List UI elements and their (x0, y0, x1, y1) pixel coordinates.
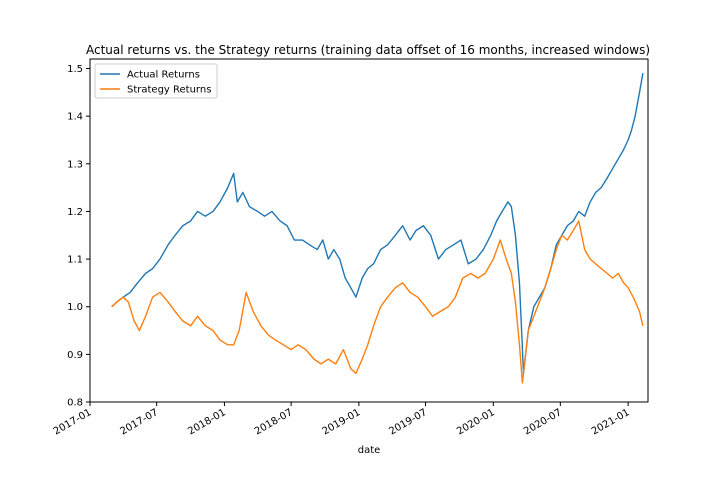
y-tick-label: 1.0 (67, 302, 83, 313)
y-axis: 0.8 0.9 1.0 1.1 1.2 1.3 1.4 1.5 (67, 64, 90, 409)
x-axis-label: date (358, 445, 381, 456)
x-tick-label: 2020-07 (522, 407, 564, 437)
axes-frame (89, 58, 649, 403)
chart-title: Actual returns vs. the Strategy returns … (86, 43, 650, 57)
x-tick-label: 2021-01 (590, 407, 632, 437)
x-tick-label: 2019-01 (321, 407, 363, 437)
x-tick-label: 2017-01 (52, 407, 94, 437)
x-tick-label: 2017-07 (118, 407, 160, 437)
y-tick-label: 1.2 (67, 207, 83, 218)
legend-label-1: Strategy Returns (127, 85, 211, 96)
x-axis: 2017-01 2017-07 2018-01 2018-07 2019-01 2019-… (52, 402, 632, 437)
legend: Actual Returns Strategy Returns (94, 63, 218, 99)
y-tick-label: 1.4 (67, 112, 83, 123)
x-tick-label: 2019-07 (387, 407, 429, 437)
x-tick-label: 2020-01 (455, 407, 497, 437)
plot-area (111, 73, 644, 384)
y-tick-label: 1.5 (67, 64, 83, 75)
x-tick-label: 2018-07 (253, 407, 295, 437)
legend-box (94, 63, 218, 99)
series-line-0 (111, 73, 644, 375)
y-tick-label: 0.8 (67, 398, 83, 409)
x-tick-label: 2018-01 (186, 407, 228, 437)
y-tick-label: 1.3 (67, 159, 83, 170)
y-tick-label: 0.9 (67, 350, 83, 361)
legend-label-0: Actual Returns (127, 70, 200, 81)
series-line-1 (111, 220, 644, 384)
y-tick-label: 1.1 (67, 255, 83, 266)
